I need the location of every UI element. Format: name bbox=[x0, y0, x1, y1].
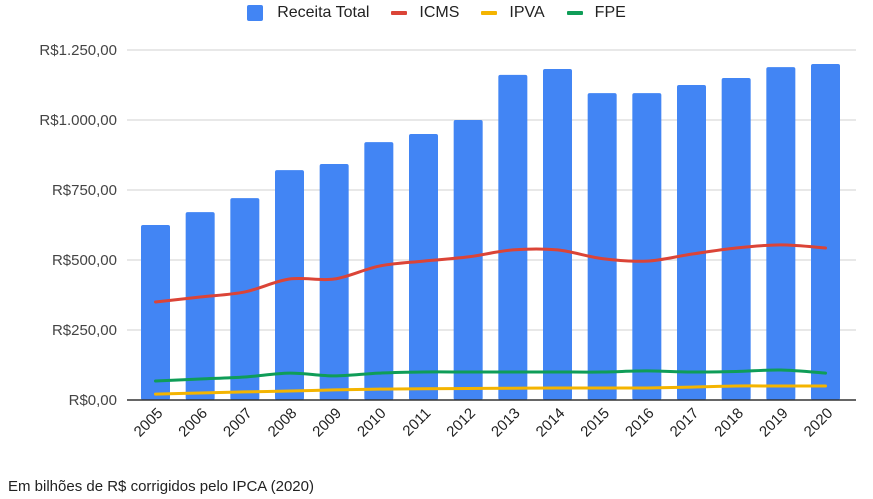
legend-label-receita-total: Receita Total bbox=[277, 4, 370, 21]
legend-label-icms: ICMS bbox=[419, 4, 460, 21]
bar-receita-total-2006 bbox=[185, 212, 215, 400]
y-axis-labels: R$0,00 R$250,00 R$500,00 R$750,00 R$1.000,00… bbox=[39, 42, 117, 409]
legend-label-ipva: IPVA bbox=[509, 4, 545, 21]
bar-receita-total-2016 bbox=[632, 93, 662, 401]
x-tick-label: 2011 bbox=[399, 405, 434, 440]
bar-receita-total-2012 bbox=[453, 120, 483, 400]
legend-swatch-fpe bbox=[566, 11, 583, 15]
x-tick-label: 2020 bbox=[801, 405, 837, 441]
line-series bbox=[154, 243, 827, 396]
legend-swatch-receita-total bbox=[247, 5, 264, 21]
bar-receita-total-2005 bbox=[141, 225, 170, 400]
legend-swatch-icms bbox=[391, 11, 408, 15]
line-fpe bbox=[154, 368, 827, 383]
y-tick-label: R$250,00 bbox=[52, 322, 117, 339]
x-tick-label: 2010 bbox=[354, 405, 390, 441]
bar-receita-total-2008 bbox=[275, 170, 304, 400]
bar-receita-total-2011 bbox=[409, 134, 438, 400]
y-tick-label: R$0,00 bbox=[69, 392, 117, 409]
x-tick-label: 2015 bbox=[577, 405, 613, 441]
line-ipva bbox=[154, 384, 827, 396]
legend-swatch-ipva bbox=[481, 11, 498, 15]
footer-note: Em bilhões de R$ corrigidos pelo IPCA (2… bbox=[8, 478, 314, 495]
y-tick-label: R$1.250,00 bbox=[39, 42, 117, 59]
x-tick-label: 2014 bbox=[533, 405, 569, 441]
bar-receita-total-2009 bbox=[319, 163, 349, 400]
bar-receita-total-2013 bbox=[498, 74, 528, 401]
bar-receita-total-2019 bbox=[766, 67, 796, 400]
x-tick-label: 2006 bbox=[175, 405, 211, 441]
legend-item-icms[interactable]: ICMS bbox=[391, 4, 459, 22]
legend-item-ipva[interactable]: IPVA bbox=[481, 4, 545, 22]
x-tick-label: 2017 bbox=[667, 405, 703, 441]
bar-receita-total-2018 bbox=[721, 78, 751, 400]
x-tick-label: 2016 bbox=[622, 405, 658, 441]
legend-item-receita-total[interactable]: Receita Total bbox=[247, 4, 369, 22]
x-tick-label: 2018 bbox=[711, 405, 747, 441]
x-axis-labels: 2005 2006 2007 2008 2009 2010 2011 2012 2013 2014… bbox=[131, 405, 837, 441]
bar-receita-total-2007 bbox=[230, 198, 260, 400]
x-tick-label: 2012 bbox=[443, 405, 479, 441]
legend-item-fpe[interactable]: FPE bbox=[566, 4, 626, 22]
bar-receita-total-2015 bbox=[587, 93, 617, 401]
x-tick-label: 2007 bbox=[220, 405, 256, 441]
bar-receita-total-2014 bbox=[543, 69, 572, 400]
y-tick-label: R$750,00 bbox=[52, 182, 117, 199]
x-tick-label: 2009 bbox=[309, 405, 345, 441]
bars-receita-total bbox=[141, 64, 840, 401]
chart-legend: Receita Total ICMS IPVA FPE bbox=[0, 4, 873, 22]
x-tick-label: 2005 bbox=[131, 405, 167, 441]
bar-receita-total-2017 bbox=[677, 85, 706, 400]
x-tick-label: 2019 bbox=[756, 405, 792, 441]
legend-label-fpe: FPE bbox=[594, 4, 626, 21]
x-tick-label: 2008 bbox=[265, 405, 301, 441]
y-tick-label: R$1.000,00 bbox=[39, 112, 117, 129]
x-tick-label: 2013 bbox=[488, 405, 524, 441]
bar-receita-total-2020 bbox=[811, 64, 840, 400]
line-icms bbox=[154, 243, 827, 304]
y-tick-label: R$500,00 bbox=[52, 252, 117, 269]
bar-receita-total-2010 bbox=[364, 142, 394, 400]
